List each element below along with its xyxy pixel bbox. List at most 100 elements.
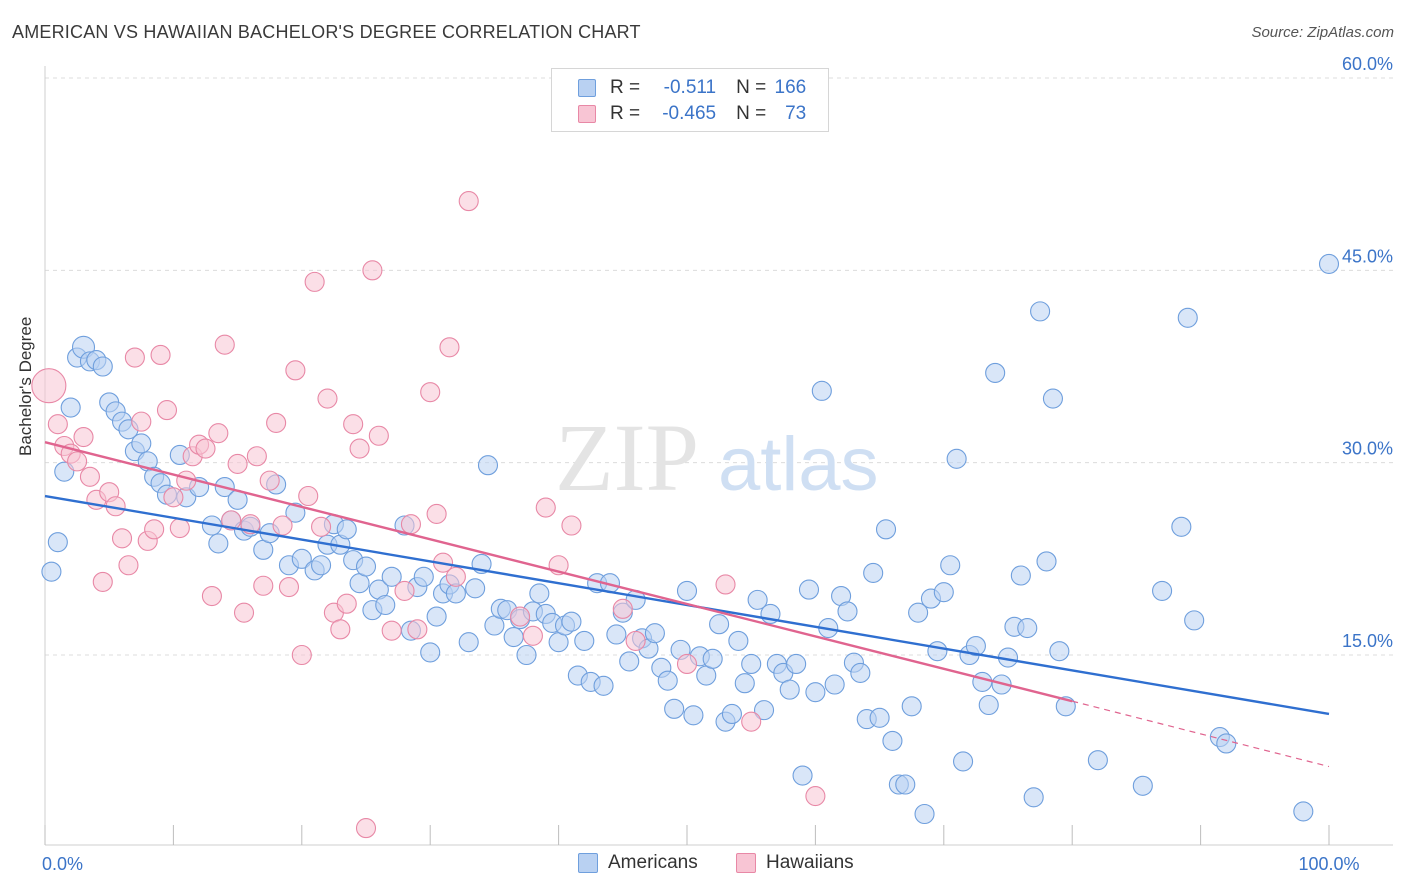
x-tick-label: 100.0% [1298,854,1359,874]
americans-swatch [578,79,596,97]
american-point [1049,641,1070,662]
american-point [908,602,929,623]
hawaiian-point [362,260,383,281]
hawaiian-point [330,619,351,640]
american-point [1132,775,1153,796]
hawaiian-point [420,382,441,403]
hawaiian-point [253,575,274,596]
american-point [1184,610,1205,631]
hawaiians-swatch [578,105,596,123]
hawaiian-point [676,653,698,675]
american-point [1293,801,1314,822]
american-point [786,653,807,675]
american-point [702,648,723,669]
hawaiian-point [92,571,113,592]
american-point [291,548,312,569]
hawaiian-point [343,414,364,435]
hawaiian-trend-line [44,440,1073,703]
chart-title: AMERICAN VS HAWAIIAN BACHELOR'S DEGREE C… [12,22,641,42]
hawaiian-point [195,438,216,459]
american-point [927,641,948,662]
hawaiian-point [227,453,248,474]
hawaiian-point [208,423,229,444]
hawaiians-legend-label: Hawaiians [766,852,854,873]
american-point [60,397,81,418]
hawaiian-point [336,593,357,614]
hawaiian-point [259,470,280,491]
hawaiian-point [304,271,325,292]
legend-n-label: N = [736,103,767,124]
american-point [850,662,871,684]
legend-n-label: N = [736,77,767,98]
american-point [753,700,775,721]
hawaiian-point [510,606,531,627]
american-point [741,653,762,675]
hawaiian-point [272,515,293,536]
american-point [413,566,434,587]
hawaiian-point [131,411,152,432]
hawaiian-point [561,515,582,536]
y-tick-label: 30.0% [1342,439,1393,459]
american-point [972,671,993,692]
american-point [875,519,897,540]
american-point [863,562,884,583]
american-point [381,566,402,587]
american-point [869,707,890,728]
x-tick-label: 0.0% [42,854,83,874]
hawaiian-point [118,555,139,576]
american-point [1036,551,1057,572]
american-point [503,626,524,648]
american-point [477,455,499,476]
american-point [1087,750,1108,771]
american-point [619,651,640,672]
legend-item-hawaiians[interactable]: Hawaiians [736,852,854,874]
hawaiian-point [124,347,145,368]
american-point [644,623,665,644]
legend-item-americans[interactable]: Americans [578,852,698,874]
y-tick-label: 60.0% [1342,54,1393,74]
american-point [355,556,377,577]
correlation-legend: R = -0.511 N = 166 R = -0.465 N = 73 [551,68,829,132]
american-point [837,601,858,622]
hawaiian-point [625,630,646,651]
hawaiian-point [805,785,826,807]
hawaiian-point [156,400,178,421]
y-axis-label: Bachelor's Degree [16,316,35,456]
american-point [420,642,441,663]
american-point [465,578,486,599]
hawaiian-point [67,451,88,472]
american-point [709,614,730,635]
watermark-zip: ZIP [555,404,699,511]
american-point [676,580,698,601]
american-point [606,624,627,645]
source-label: Source: ZipAtlas.com [1251,24,1394,41]
americans-legend-swatch [578,853,598,873]
hawaiian-point [535,497,556,518]
hawaiian-point [221,510,242,531]
american-point [657,670,678,691]
y-tick-label: 15.0% [1342,631,1393,651]
american-point [1010,565,1031,586]
hawaiian-point [169,518,190,539]
american-point [728,630,749,651]
american-point [798,579,820,600]
american-point [664,698,685,719]
american-point [593,675,614,696]
american-point [953,751,974,772]
american-point [1177,307,1198,328]
hawaiians-legend-swatch [736,853,756,873]
american-point [131,433,152,454]
hawaiian-point [426,503,447,525]
legend-r-value-hawaiians: -0.465 [662,103,717,124]
american-point [336,519,357,540]
american-point [734,673,755,694]
american-point [561,611,582,632]
american-point [805,682,826,703]
american-point [529,583,550,604]
hawaiian-point [144,519,165,540]
american-point [458,632,479,653]
american-point [747,589,768,610]
hawaiian-point [612,598,633,619]
hawaiian-point [349,438,370,459]
american-point [946,448,967,469]
